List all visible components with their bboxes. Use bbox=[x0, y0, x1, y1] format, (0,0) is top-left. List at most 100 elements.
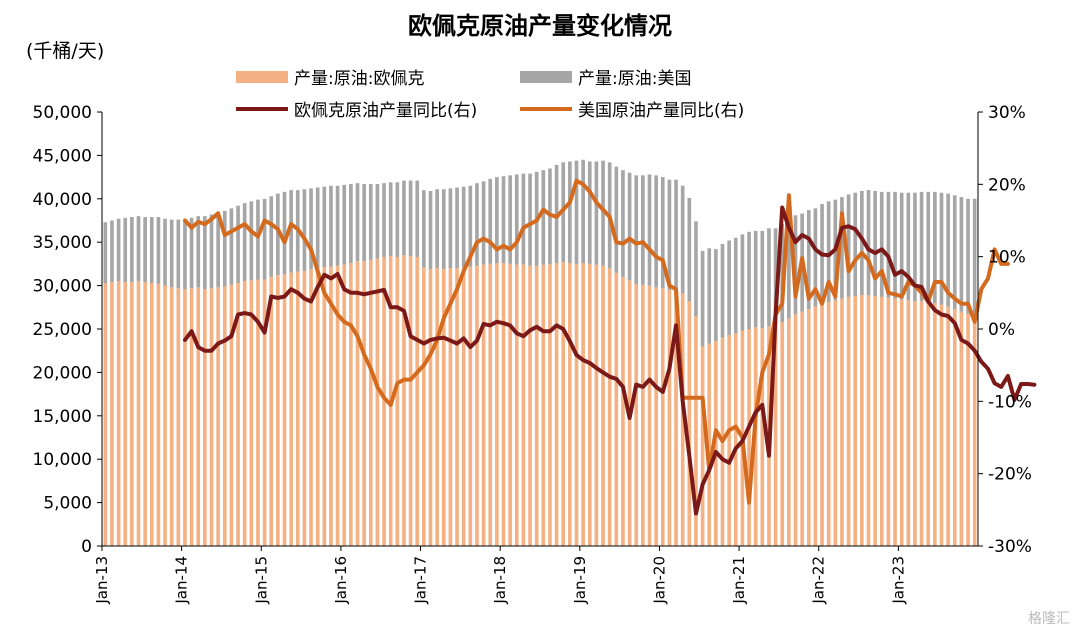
bar-us-production bbox=[395, 182, 400, 257]
watermark: 格隆汇 bbox=[1028, 611, 1070, 627]
x-tick-label: Jan-13 bbox=[93, 556, 111, 605]
bar-opec-production bbox=[614, 272, 619, 546]
bar-us-production bbox=[349, 184, 353, 264]
x-tick-label: Jan-23 bbox=[889, 556, 907, 605]
left-tick-label: 50,000 bbox=[33, 103, 92, 123]
left-tick-label: 30,000 bbox=[33, 277, 92, 297]
x-tick-label: Jan-15 bbox=[252, 556, 270, 605]
bar-opec-production bbox=[189, 288, 194, 546]
bar-opec-production bbox=[906, 300, 911, 546]
bar-opec-production bbox=[886, 297, 891, 546]
bar-opec-production bbox=[176, 288, 181, 546]
bar-us-production bbox=[362, 184, 366, 262]
bar-us-production bbox=[846, 194, 851, 297]
bar-us-production bbox=[714, 249, 718, 342]
bar-us-production bbox=[966, 198, 970, 314]
right-tick-label: 30% bbox=[988, 103, 1026, 123]
bar-opec-production bbox=[534, 265, 539, 546]
bar-us-production bbox=[196, 216, 201, 288]
bar-us-production bbox=[203, 216, 207, 290]
axes-layer: 0 5,000 10,000 15,000 20,000 25,000 30,000 35,0… bbox=[33, 103, 1032, 605]
bar-opec-production bbox=[329, 266, 333, 546]
bar-opec-production bbox=[826, 302, 831, 546]
bar-opec-production bbox=[607, 268, 612, 546]
bar-opec-production bbox=[647, 285, 652, 546]
bar-us-production bbox=[727, 240, 731, 336]
bar-opec-production bbox=[435, 268, 439, 546]
bar-opec-production bbox=[840, 298, 844, 546]
bar-opec-production bbox=[282, 274, 287, 546]
bar-us-production bbox=[521, 173, 526, 265]
x-tick-label: Jan-22 bbox=[810, 556, 828, 605]
bar-opec-production bbox=[853, 296, 858, 546]
bar-us-production bbox=[355, 183, 360, 262]
bar-us-production bbox=[130, 217, 134, 283]
right-tick-label: 10% bbox=[988, 248, 1026, 268]
bar-opec-production bbox=[302, 270, 307, 546]
bar-opec-production bbox=[946, 306, 950, 546]
left-axis-unit-label: (千桶/天) bbox=[26, 40, 105, 62]
bar-opec-production bbox=[707, 343, 712, 546]
bar-us-production bbox=[428, 190, 433, 270]
left-tick-label: 45,000 bbox=[33, 146, 92, 166]
bar-us-production bbox=[375, 184, 380, 259]
bar-opec-production bbox=[634, 283, 639, 546]
bar-us-production bbox=[475, 183, 479, 266]
bar-opec-production bbox=[143, 282, 147, 546]
bar-us-production bbox=[733, 237, 738, 334]
bar-opec-production bbox=[621, 276, 625, 546]
bar-opec-production bbox=[959, 311, 964, 546]
bar-us-production bbox=[939, 192, 944, 305]
bar-opec-production bbox=[541, 264, 546, 546]
left-tick-label: 40,000 bbox=[33, 190, 92, 210]
bar-us-production bbox=[282, 191, 287, 275]
bar-opec-production bbox=[461, 267, 466, 546]
bar-opec-production bbox=[700, 346, 705, 546]
bar-opec-production bbox=[315, 268, 320, 546]
left-tick-label: 15,000 bbox=[33, 407, 92, 427]
bar-us-production bbox=[886, 191, 891, 298]
bar-opec-production bbox=[495, 263, 499, 546]
chart-title: 欧佩克原油产量变化情况 bbox=[408, 12, 672, 40]
bar-opec-production bbox=[196, 287, 201, 546]
bar-opec-production bbox=[309, 269, 313, 546]
bar-us-production bbox=[926, 191, 931, 303]
bar-us-production bbox=[687, 197, 692, 302]
bar-opec-production bbox=[382, 256, 386, 546]
bar-opec-production bbox=[156, 283, 161, 546]
bar-opec-production bbox=[939, 304, 944, 546]
bar-opec-production bbox=[342, 264, 347, 546]
bar-opec-production bbox=[229, 284, 234, 546]
bar-opec-production bbox=[574, 263, 579, 546]
left-tick-label: 10,000 bbox=[33, 450, 92, 470]
bar-us-production bbox=[707, 248, 712, 344]
bar-us-production bbox=[680, 185, 685, 294]
bar-opec-production bbox=[269, 276, 274, 546]
bar-us-production bbox=[893, 191, 897, 299]
bar-opec-production bbox=[110, 282, 114, 546]
bar-opec-production bbox=[727, 335, 731, 546]
bar-opec-production bbox=[249, 280, 254, 546]
bar-us-production bbox=[634, 175, 639, 284]
bar-opec-production bbox=[521, 264, 526, 546]
line-us-yoy bbox=[183, 178, 1010, 505]
bar-opec-production bbox=[103, 282, 108, 546]
bar-us-production bbox=[183, 219, 187, 290]
bar-opec-production bbox=[441, 269, 446, 546]
bar-opec-production bbox=[402, 255, 406, 546]
line-opec-yoy bbox=[183, 205, 1037, 516]
bar-us-production bbox=[972, 198, 977, 315]
bar-us-production bbox=[747, 231, 751, 329]
bar-us-production bbox=[143, 217, 147, 283]
bar-us-production bbox=[906, 192, 911, 301]
bar-us-production bbox=[806, 210, 811, 310]
bar-us-production bbox=[315, 187, 320, 269]
bar-opec-production bbox=[488, 263, 493, 546]
bar-us-production bbox=[229, 208, 234, 285]
bar-opec-production bbox=[355, 261, 360, 546]
left-tick-label: 20,000 bbox=[33, 363, 92, 383]
bar-us-production bbox=[787, 220, 791, 319]
bar-us-production bbox=[408, 180, 413, 257]
bar-opec-production bbox=[216, 287, 220, 546]
left-tick-label: 0 bbox=[81, 537, 92, 557]
